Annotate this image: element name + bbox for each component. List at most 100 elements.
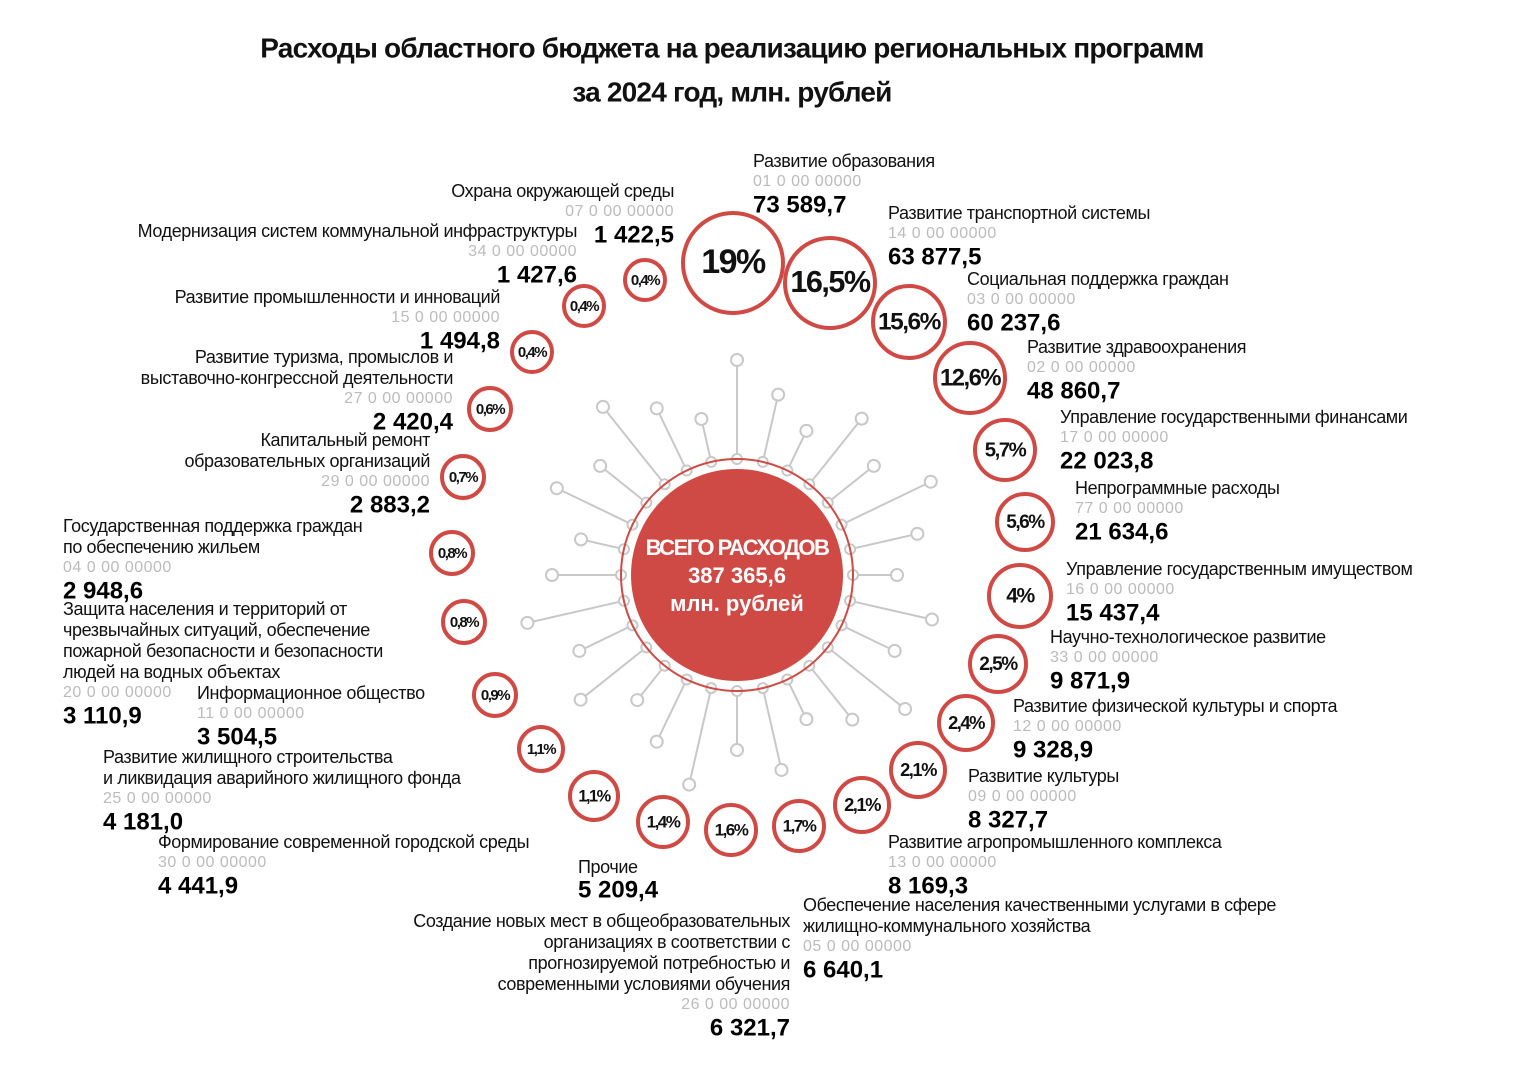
spoke-dot (887, 643, 902, 658)
program-name: Развитие промышленности и инноваций (175, 287, 500, 307)
decoration (520, 353, 939, 792)
percent-circle (429, 530, 475, 576)
spoke (655, 679, 688, 743)
percent-circle (968, 634, 1028, 694)
program-name: Охрана окружающей среды (451, 181, 674, 201)
program-amount: 9 871,9 (1050, 667, 1130, 694)
program-amount: 63 877,5 (888, 243, 981, 270)
program-amount: 48 860,7 (1027, 377, 1120, 404)
percent-label: 0,8% (450, 614, 479, 631)
program-name: Развитие жилищного строительства (103, 747, 394, 767)
percent-circle (889, 741, 947, 799)
program-code: 03 0 00 00000 (967, 291, 1076, 308)
program-name: Обеспечение населения качественными услу… (803, 895, 1276, 915)
percent-label: 0,4% (518, 344, 547, 361)
percent-circle (517, 725, 565, 773)
program-name: жилищно-коммунального хозяйства (803, 916, 1092, 936)
program-name: по обеспечению жильем (63, 537, 260, 557)
program-amount: 1 427,6 (497, 261, 577, 288)
percent-label: 2,1% (900, 759, 937, 780)
spoke-dot (774, 762, 789, 777)
percent-label: 0,9% (481, 687, 510, 704)
percent-circle (833, 776, 891, 834)
percent-circle (871, 284, 947, 360)
percent-circle (704, 803, 758, 857)
percent-circle (772, 799, 826, 853)
program-amount: 73 589,7 (753, 191, 846, 218)
program-amount: 5 209,4 (578, 876, 659, 903)
spoke-dot (549, 481, 564, 496)
program-code: 12 0 00 00000 (1013, 718, 1122, 735)
percent-label: 0,8% (438, 545, 467, 562)
spoke-dot (924, 612, 939, 627)
spoke-dot (730, 353, 744, 367)
program-amount: 2 420,4 (373, 408, 454, 435)
percent-circle (933, 341, 1007, 415)
spoke-dot (771, 387, 786, 402)
spoke (556, 487, 633, 526)
percent-circle (636, 795, 690, 849)
spoke (841, 624, 896, 652)
spoke-dot (910, 526, 925, 541)
program-code: 77 0 00 00000 (1075, 500, 1184, 517)
program-name: Развитие туризма, промыслов и (195, 347, 453, 367)
spoke-dot (574, 532, 589, 547)
program-code: 04 0 00 00000 (63, 559, 172, 576)
program-amount: 3 110,9 (63, 702, 142, 729)
spoke-dot (520, 615, 535, 630)
program-name: людей на водных объектах (63, 662, 280, 682)
program-amount: 6 321,7 (710, 1014, 790, 1041)
spoke-dot (799, 423, 814, 438)
program-name: Развитие культуры (968, 766, 1119, 786)
spoke (841, 480, 932, 526)
program-name: Управление государственным имуществом (1066, 559, 1412, 579)
percent-label: 1,1% (578, 787, 611, 805)
spoke (761, 394, 780, 463)
spoke-dot (545, 568, 559, 582)
spoke-dot (890, 568, 904, 582)
program-code: 17 0 00 00000 (1060, 429, 1169, 446)
percent-circle (441, 599, 487, 645)
program-code: 20 0 00 00000 (63, 684, 172, 701)
spoke-dot (593, 458, 608, 473)
total-unit: млн. рублей (670, 591, 804, 616)
program-code: 02 0 00 00000 (1027, 359, 1136, 376)
spoke (599, 465, 647, 504)
program-code: 13 0 00 00000 (888, 854, 997, 871)
spoke-dot (573, 692, 588, 707)
percent-label: 0,4% (631, 272, 660, 289)
spoke (580, 646, 647, 701)
spoke (578, 624, 633, 652)
percent-label: 4% (1006, 585, 1035, 608)
spoke (761, 687, 783, 771)
program-code: 09 0 00 00000 (968, 788, 1077, 805)
spoke (700, 418, 713, 463)
percent-circle (987, 563, 1053, 629)
program-code: 26 0 00 00000 (681, 996, 790, 1013)
percent-label: 0,4% (570, 298, 599, 315)
program-code: 07 0 00 00000 (565, 203, 674, 220)
program-name: Капитальный ремонт (260, 430, 430, 450)
program-code: 05 0 00 00000 (803, 938, 912, 955)
percent-label: 5,6% (1006, 512, 1045, 533)
program-name: Информационное общество (197, 683, 425, 703)
spoke-dot (854, 411, 869, 426)
program-amount: 1 494,8 (420, 327, 500, 354)
program-code: 34 0 00 00000 (468, 243, 577, 260)
spoke-dot (845, 712, 860, 727)
program-code: 11 0 00 00000 (197, 705, 305, 722)
program-amount: 2 883,2 (350, 491, 430, 518)
title-line: за 2024 год, млн. рублей (572, 76, 891, 107)
program-name: Социальная поддержка граждан (967, 269, 1229, 289)
percent-circle (467, 386, 513, 432)
program-name: Развитие агропромышленного комплекса (888, 832, 1223, 852)
percent-circle (562, 284, 606, 328)
program-name: Прочие (578, 857, 638, 877)
percent-label: 0,6% (476, 401, 505, 418)
percent-circle (510, 330, 554, 374)
spoke (688, 687, 713, 785)
program-name: организациях в соответствии с (544, 932, 791, 952)
program-amount: 3 504,5 (197, 723, 277, 750)
center-ring (620, 458, 854, 692)
spoke-dot (649, 401, 664, 416)
